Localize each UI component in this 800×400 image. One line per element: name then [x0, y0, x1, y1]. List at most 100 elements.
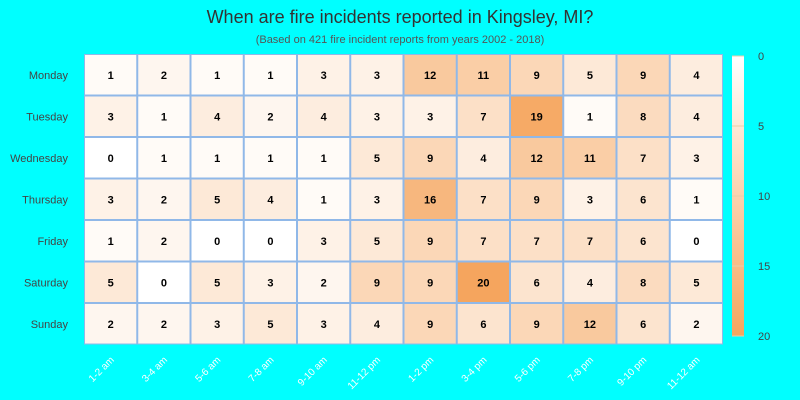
cell-value-label: 6: [640, 194, 646, 206]
cell-value-label: 4: [374, 319, 381, 331]
chart-title: When are fire incidents reported in King…: [206, 7, 594, 27]
cell-value-label: 0: [693, 236, 699, 248]
heatmap-cell: [670, 179, 722, 219]
heatmap-cell: [670, 221, 722, 261]
cell-value-label: 3: [321, 70, 327, 82]
cell-value-label: 5: [267, 319, 273, 331]
cell-value-label: 4: [693, 111, 700, 123]
heatmap-cell: [511, 221, 563, 261]
cell-value-label: 1: [161, 111, 167, 123]
heatmap-cell: [457, 138, 509, 178]
heatmap-cell: [298, 221, 350, 261]
cell-value-label: 3: [321, 319, 327, 331]
cell-value-label: 9: [374, 277, 380, 289]
column-label: 1-2 pm: [406, 355, 436, 385]
heatmap-cell: [404, 304, 456, 344]
heatmap-cell: [404, 138, 456, 178]
heatmap-cell: [457, 179, 509, 219]
heatmap-cell: [670, 262, 722, 302]
row-label: Saturday: [24, 277, 69, 289]
heatmap-cell: [457, 304, 509, 344]
cell-value-label: 1: [108, 236, 114, 248]
cell-value-label: 3: [108, 194, 114, 206]
heatmap-cell: [564, 221, 616, 261]
cell-value-label: 3: [374, 194, 380, 206]
heatmap-cell: [351, 304, 403, 344]
cell-value-label: 1: [267, 153, 273, 165]
cell-value-label: 7: [587, 236, 593, 248]
cell-value-label: 2: [161, 194, 167, 206]
cell-value-label: 4: [321, 111, 328, 123]
cell-value-label: 0: [161, 277, 167, 289]
cell-value-label: 2: [321, 277, 327, 289]
heatmap-cell: [457, 55, 509, 95]
heatmap-cell: [138, 179, 190, 219]
cell-value-label: 1: [321, 153, 327, 165]
column-label: 9-10 am: [296, 355, 330, 389]
column-label: 7-8 am: [247, 355, 277, 385]
cell-value-label: 1: [587, 111, 593, 123]
column-label: 3-4 am: [140, 355, 170, 385]
cell-value-label: 4: [693, 70, 700, 82]
heatmap-cell: [191, 138, 243, 178]
cell-value-label: 7: [480, 111, 486, 123]
row-label: Monday: [29, 70, 69, 82]
heatmap-cell: [85, 96, 137, 136]
cell-value-label: 5: [108, 277, 114, 289]
cell-value-label: 7: [480, 236, 486, 248]
cell-value-label: 1: [693, 194, 699, 206]
heatmap-cell: [564, 96, 616, 136]
cell-value-label: 6: [640, 319, 646, 331]
cell-value-label: 0: [214, 236, 220, 248]
legend-tick-label: 0: [758, 51, 764, 63]
cell-value-label: 3: [587, 194, 593, 206]
cell-value-label: 1: [161, 153, 167, 165]
heatmap-cell: [457, 221, 509, 261]
column-label: 5-6 pm: [513, 355, 543, 385]
cell-value-label: 4: [214, 111, 221, 123]
heatmap-cell: [511, 179, 563, 219]
heatmap-cell: [85, 138, 137, 178]
cell-value-label: 3: [693, 153, 699, 165]
column-label: 11-12 am: [665, 355, 702, 392]
cell-value-label: 9: [534, 70, 540, 82]
cell-value-label: 3: [374, 111, 380, 123]
cell-value-label: 3: [374, 70, 380, 82]
legend-tick-label: 20: [758, 331, 770, 343]
heatmap-cell: [511, 138, 563, 178]
cell-value-label: 2: [267, 111, 273, 123]
row-label: Sunday: [31, 319, 69, 331]
heatmap-cell: [138, 96, 190, 136]
cell-value-label: 5: [693, 277, 699, 289]
cell-value-label: 12: [531, 153, 543, 165]
heatmap-cell: [351, 221, 403, 261]
column-label: 11-12 pm: [346, 355, 383, 392]
heatmap-cell: [617, 304, 669, 344]
column-label: 7-8 pm: [566, 355, 596, 385]
row-label: Wednesday: [10, 153, 68, 165]
heatmap-cell: [298, 262, 350, 302]
heatmap-cell: [404, 262, 456, 302]
heatmap-cell: [457, 96, 509, 136]
heatmap-cell: [404, 221, 456, 261]
heatmap-cell: [298, 55, 350, 95]
cell-value-label: 2: [693, 319, 699, 331]
heatmap-cell: [564, 138, 616, 178]
heatmap-cell: [244, 138, 296, 178]
heatmap-cell: [298, 96, 350, 136]
heatmap-cell: [670, 96, 722, 136]
heatmap-cell: [191, 221, 243, 261]
cell-value-label: 1: [108, 70, 114, 82]
heatmap-cell: [564, 262, 616, 302]
cell-value-label: 3: [321, 236, 327, 248]
heatmap-cell: [511, 304, 563, 344]
cell-value-label: 1: [214, 153, 220, 165]
cell-value-label: 9: [427, 319, 433, 331]
cell-value-label: 9: [427, 236, 433, 248]
cell-value-label: 9: [534, 194, 540, 206]
legend-tick-label: 5: [758, 121, 764, 133]
cell-value-label: 3: [108, 111, 114, 123]
heatmap-cell: [85, 304, 137, 344]
heatmap-cell: [244, 179, 296, 219]
heatmap-cell: [617, 96, 669, 136]
